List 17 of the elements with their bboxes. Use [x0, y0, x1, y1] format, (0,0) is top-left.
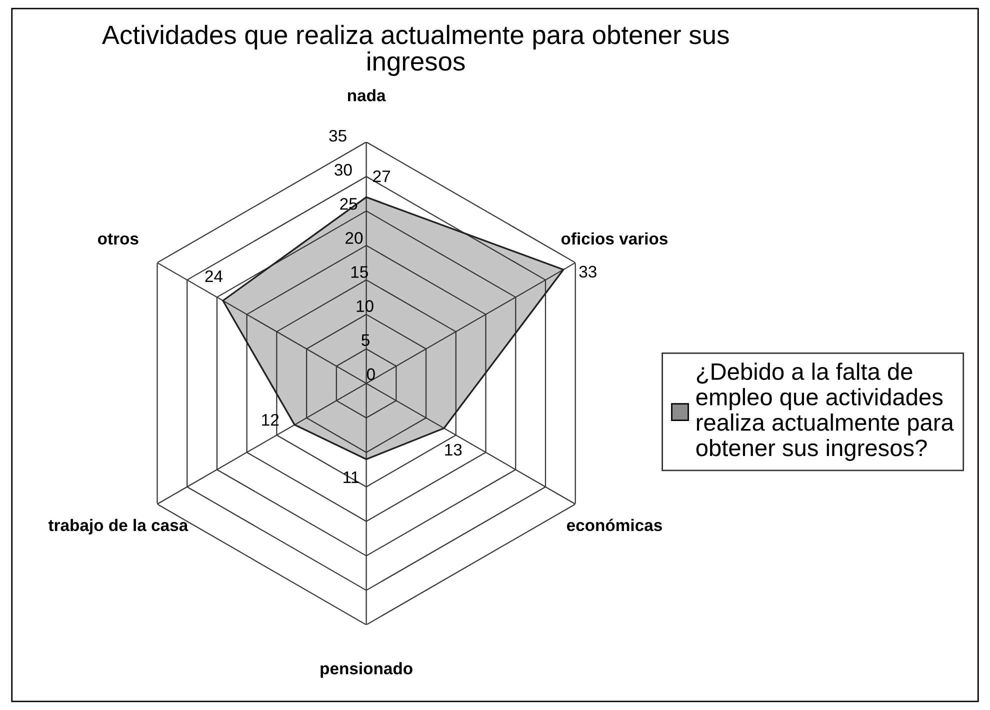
- legend-label: ¿Debido a la falta de empleo que actividades realiza actualmente para obtener sus ingresos?: [696, 362, 954, 461]
- spoke-label: económicas: [566, 518, 662, 532]
- y-tick-label: 30: [334, 164, 352, 176]
- y-tick-label: 20: [346, 232, 363, 244]
- y-tick-label: 0: [366, 368, 375, 380]
- spoke-label: trabajo de la casa: [48, 518, 188, 534]
- chart-title: Actividades que realiza actualmente para obtener sus ingresos: [102, 24, 729, 76]
- data-label: 27: [373, 170, 390, 182]
- spoke-label: otros: [98, 234, 138, 245]
- y-tick-label: 35: [329, 130, 346, 142]
- y-tick-label: 25: [340, 198, 358, 210]
- spoke-label: oficios varios: [561, 232, 668, 245]
- data-label: 24: [205, 270, 223, 282]
- spoke-label: nada: [348, 89, 386, 102]
- data-label: 13: [445, 444, 462, 456]
- spoke-label: pensionado: [320, 662, 412, 678]
- data-label: 33: [579, 266, 596, 278]
